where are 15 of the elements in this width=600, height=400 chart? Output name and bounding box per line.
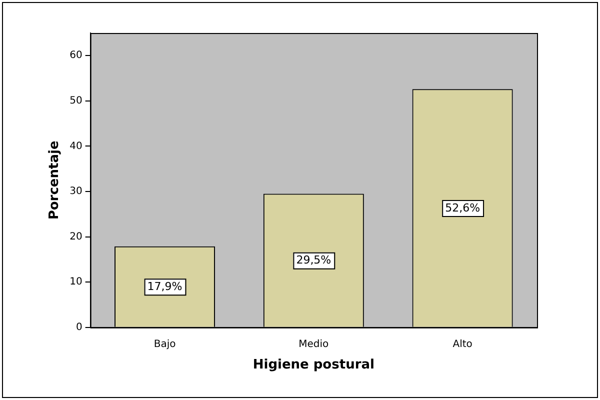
x-axis-title: Higiene postural bbox=[252, 358, 374, 373]
data-label: 29,5% bbox=[296, 254, 332, 267]
y-tick-label: 20 bbox=[70, 231, 82, 242]
y-axis-title: Porcentaje bbox=[47, 140, 62, 220]
x-tick-label: Bajo bbox=[154, 338, 176, 350]
y-tick-label: 60 bbox=[70, 50, 82, 62]
x-tick-label: Medio bbox=[298, 338, 329, 350]
x-tick-label: Alto bbox=[452, 338, 472, 350]
y-tick-label: 40 bbox=[70, 140, 82, 152]
y-tick-label: 10 bbox=[70, 276, 82, 288]
y-tick-label: 0 bbox=[76, 322, 82, 333]
y-tick-label: 30 bbox=[70, 186, 82, 198]
data-label: 52,6% bbox=[445, 201, 480, 214]
data-label: 17,9% bbox=[147, 280, 182, 293]
y-tick-label: 50 bbox=[70, 96, 82, 107]
